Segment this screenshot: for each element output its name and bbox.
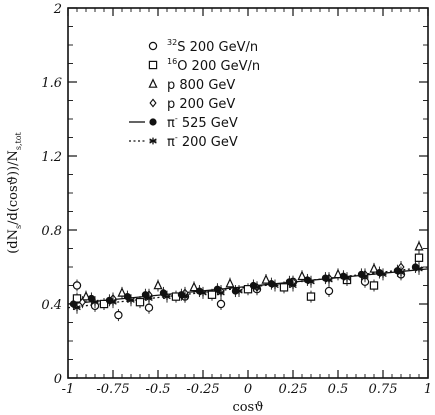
data-point: [415, 265, 423, 273]
data-point: [135, 297, 145, 307]
data-point: [78, 297, 86, 307]
data-point: [144, 303, 154, 312]
data-point: [109, 298, 117, 306]
plot-frame: [67, 7, 429, 379]
legend-main-text: π: [167, 135, 175, 150]
data-point: [207, 290, 217, 299]
legend-entry-label: 32S 200 GeV/n: [167, 38, 258, 55]
y-tick-label: 1.6: [41, 76, 62, 91]
data-point: [81, 290, 91, 301]
data-point: [72, 281, 82, 290]
legend-entry-label: p 800 GeV: [167, 78, 235, 93]
data-point: [414, 240, 424, 251]
legend-main-text: π: [167, 116, 175, 131]
y-tick-label: 0.8: [41, 224, 62, 239]
legend-marker: [148, 60, 158, 70]
y-tick-label: 0: [54, 372, 62, 387]
legend-main-text: S 200 GeV/n: [177, 40, 258, 55]
x-tick-label: -0.25: [186, 382, 219, 397]
y-label-text: (dN: [6, 229, 21, 254]
data-point: [297, 270, 307, 281]
data-point: [361, 272, 369, 280]
legend-superscript: 16: [167, 57, 177, 66]
data-point: [225, 277, 235, 288]
legend-entry-label: π- 200 GeV: [167, 133, 238, 150]
data-point: [217, 289, 225, 297]
data-points-layer: [69, 240, 424, 322]
legend-marker: [149, 118, 157, 126]
data-point: [279, 283, 289, 292]
legend-entry-label: 16O 200 GeV/n: [167, 57, 260, 74]
data-point: [99, 299, 109, 309]
legend-superscript: 32: [167, 38, 177, 47]
legend-rest-text: 200 GeV: [178, 135, 238, 150]
data-point: [216, 299, 226, 309]
legend-marker: [148, 78, 158, 88]
data-point: [189, 281, 199, 292]
data-point: [91, 298, 99, 306]
x-tick-label: -0.75: [96, 382, 129, 397]
data-point: [333, 268, 343, 279]
data-point: [153, 279, 163, 290]
x-tick-label: 0.5: [328, 382, 349, 397]
data-point: [306, 292, 316, 301]
data-point: [343, 274, 351, 282]
data-point: [243, 285, 253, 294]
y-label-text: /d(cosϑ))/N: [6, 150, 21, 225]
y-axis-label: (dNs/d(cosϑ))/Ns,tot: [6, 131, 23, 253]
data-point: [271, 282, 279, 289]
data-point: [73, 304, 81, 312]
data-point: [199, 289, 207, 297]
x-tick-label: 0.75: [369, 382, 398, 397]
data-point: [127, 296, 135, 304]
data-point: [307, 278, 315, 286]
data-point: [325, 276, 333, 284]
x-axis-label: cosϑ: [232, 400, 263, 415]
data-point: [289, 282, 297, 289]
data-point: [369, 281, 379, 290]
x-tick-label: 0: [244, 382, 252, 397]
legend-marker: [149, 137, 157, 145]
data-point: [117, 287, 127, 297]
data-point: [324, 286, 334, 296]
data-point: [253, 283, 261, 291]
y-label-subscript: s,tot: [14, 131, 23, 150]
x-tick-label: 1: [424, 382, 432, 397]
data-point: [181, 293, 189, 300]
data-point: [397, 269, 405, 276]
legend-marker: [148, 41, 158, 51]
data-point: [261, 274, 271, 284]
data-point: [414, 253, 424, 262]
y-axis-label-group: (dNs/d(cosϑ))/Ns,tot: [6, 131, 23, 253]
data-point: [235, 287, 243, 295]
x-tick-label: -1: [62, 382, 75, 397]
legend-superscript: -: [175, 114, 178, 123]
x-tick-label: -0.5: [145, 382, 170, 397]
y-label-subscript: s: [14, 225, 23, 229]
legend-main-text: O 200 GeV/n: [177, 59, 260, 74]
x-tick-label: 0.25: [279, 382, 308, 397]
y-tick-label: 2: [53, 2, 62, 17]
ticks-layer: -1 -0.75 -0.5 -0.25 0 0.25 0.5 0.75 1 0 0.4 0.8 1.2 1…: [41, 2, 432, 397]
data-point: [163, 293, 171, 300]
data-point: [369, 263, 379, 273]
y-tick-label: 0.4: [41, 298, 62, 313]
y-tick-label: 1.2: [41, 150, 62, 165]
legend-entry-label: π- 525 GeV: [167, 114, 238, 131]
data-point: [145, 295, 153, 302]
legend-rest-text: 525 GeV: [178, 116, 238, 131]
legend-superscript: -: [175, 133, 178, 142]
legend-marker: [149, 98, 157, 108]
data-point: [379, 271, 387, 278]
data-point: [114, 310, 123, 320]
legend-entry-label: p 200 GeV: [167, 97, 235, 112]
